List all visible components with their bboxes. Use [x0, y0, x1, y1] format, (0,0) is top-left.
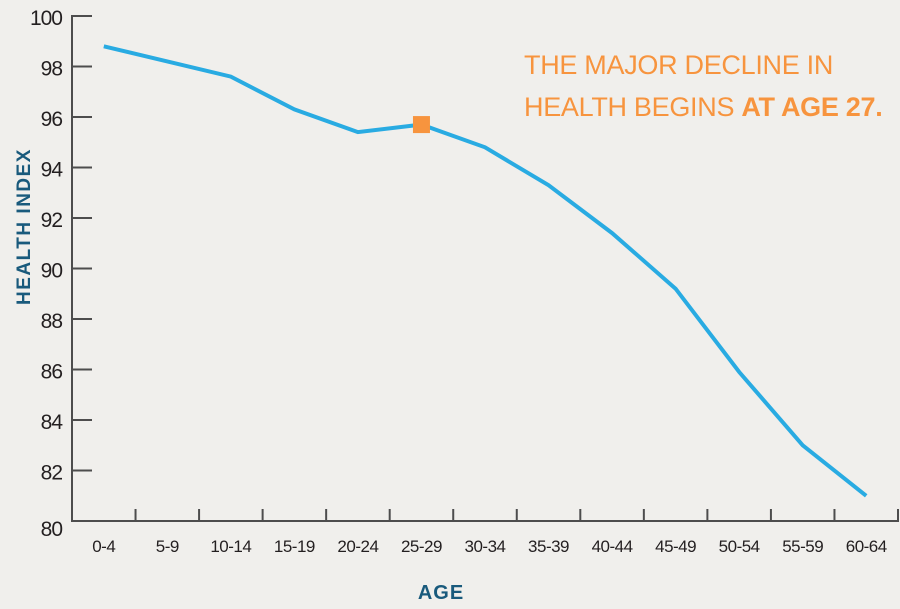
y-tick-label: 84 — [41, 411, 64, 434]
x-tick-label: 55-59 — [782, 537, 823, 556]
x-tick-label: 25-29 — [401, 537, 442, 556]
y-tick-label: 88 — [41, 310, 63, 333]
x-tick-label: 45-49 — [655, 537, 696, 556]
y-tick-label: 80 — [41, 518, 63, 541]
annotation-line2: HEALTH BEGINS — [524, 92, 742, 122]
x-tick-label: 20-24 — [337, 537, 378, 556]
chart-annotation: THE MAJOR DECLINE IN HEALTH BEGINS AT AG… — [524, 44, 900, 128]
y-tick-label: 96 — [41, 108, 63, 131]
y-tick-label: 98 — [41, 58, 63, 81]
y-axis-title: HEALTH INDEX — [14, 148, 35, 305]
y-tick-label: 92 — [41, 209, 63, 232]
annotation-line1: THE MAJOR DECLINE IN — [524, 50, 834, 80]
y-tick-label: 82 — [41, 462, 63, 485]
x-tick-label: 60-64 — [846, 537, 887, 556]
y-tick-label: 86 — [41, 361, 63, 384]
x-tick-label: 35-39 — [528, 537, 569, 556]
x-tick-label: 10-14 — [210, 537, 251, 556]
x-tick-label: 0-4 — [92, 537, 115, 556]
x-tick-label: 15-19 — [274, 537, 315, 556]
age-27-highlight-marker — [412, 116, 430, 134]
x-tick-label: 30-34 — [465, 537, 506, 556]
x-tick-label: 40-44 — [592, 537, 633, 556]
x-axis-title: AGE — [417, 582, 465, 604]
x-tick-label: 5-9 — [156, 537, 179, 556]
health-index-line — [103, 44, 868, 498]
x-tick-label: 50-54 — [719, 537, 760, 556]
y-tick-label: 94 — [41, 159, 64, 182]
y-tick-label: 90 — [41, 260, 63, 283]
annotation-age-27-bold: AT AGE 27. — [741, 92, 883, 122]
y-tick-label: 100 — [30, 7, 62, 30]
